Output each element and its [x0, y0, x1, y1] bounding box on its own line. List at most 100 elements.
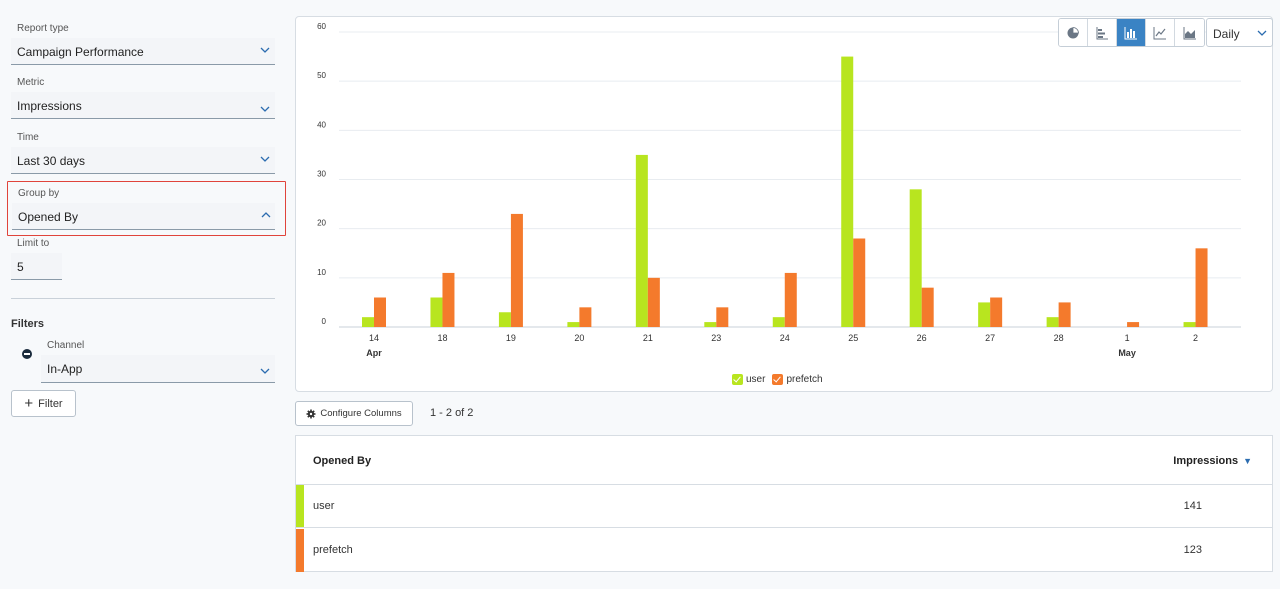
add-filter-button[interactable]: + Filter: [11, 390, 76, 417]
y-tick-label: 20: [317, 219, 326, 228]
checkbox-icon: [772, 374, 784, 385]
legend-item-prefetch[interactable]: prefetch: [772, 374, 823, 385]
channel-filter-field: Channel In-App: [41, 340, 275, 383]
bar-user: [567, 322, 580, 327]
period-value: Daily: [1213, 27, 1240, 41]
bar-user: [1046, 317, 1059, 327]
x-tick-label: 24: [780, 333, 790, 343]
channel-select[interactable]: In-App: [41, 355, 275, 383]
add-filter-label: Filter: [38, 397, 63, 410]
configure-columns-label: Configure Columns: [320, 408, 402, 419]
group-by-value: Opened By: [18, 210, 79, 224]
metric-value: Impressions: [17, 99, 82, 113]
bar-prefetch: [716, 307, 729, 327]
group-by-label: Group by: [18, 188, 60, 199]
x-tick-label: 20: [574, 333, 584, 343]
bar-user: [978, 302, 991, 327]
month-label: Apr: [366, 348, 382, 358]
bar-prefetch: [374, 297, 386, 327]
bar-user: [704, 322, 717, 327]
report-type-label: Report type: [17, 23, 69, 34]
row-value: 123: [1183, 544, 1202, 556]
group-by-select[interactable]: Opened By: [12, 203, 275, 230]
y-tick-label: 50: [317, 71, 326, 80]
report-type-select[interactable]: Campaign Performance: [11, 38, 275, 65]
report-type-value: Campaign Performance: [17, 45, 144, 59]
report-settings-panel: Report type Campaign Performance Metric …: [0, 0, 290, 589]
x-tick-label: 25: [848, 333, 858, 343]
chevron-up-icon: [261, 210, 271, 220]
column-header-impressions-label: Impressions: [1173, 455, 1239, 467]
report-type-field: Report type Campaign Performance: [11, 23, 275, 65]
bar-prefetch: [442, 272, 455, 327]
time-value: Last 30 days: [17, 154, 86, 168]
chevron-down-icon: [260, 104, 270, 114]
table-row[interactable]: user 141: [296, 485, 1272, 528]
time-field: Time Last 30 days: [11, 132, 275, 174]
bar-user: [362, 317, 374, 327]
chevron-down-icon: [260, 154, 270, 164]
period-select[interactable]: Daily: [1206, 18, 1273, 47]
metric-label: Metric: [17, 77, 45, 88]
limit-input[interactable]: 5: [11, 253, 62, 280]
y-tick-label: 60: [317, 22, 326, 31]
sort-desc-icon: ▼: [1243, 456, 1252, 466]
row-name: user: [313, 500, 335, 512]
remove-filter-icon[interactable]: [22, 349, 32, 359]
bar-prefetch: [990, 297, 1003, 327]
series-color-swatch: [296, 485, 304, 527]
pie-chart-icon[interactable]: [1059, 19, 1088, 46]
x-tick-label: 26: [917, 333, 927, 343]
results-table: Opened By Impressions ▼ user 141 prefetc…: [295, 435, 1273, 572]
channel-label: Channel: [47, 340, 85, 351]
bar-chart: 0 10 20 30 40 50 60 14 Apr 18 19 20 21 23 24 25 26 27 28 1 M…: [317, 22, 1241, 358]
area-chart-icon[interactable]: [1175, 19, 1204, 46]
x-tick-label: 14: [369, 333, 379, 343]
time-select[interactable]: Last 30 days: [11, 147, 275, 174]
bar-prefetch: [853, 238, 866, 327]
y-tick-label: 30: [317, 170, 326, 179]
chevron-down-icon: [260, 366, 270, 376]
bar-prefetch: [1127, 322, 1140, 327]
horizontal-bar-icon[interactable]: [1088, 19, 1117, 46]
bar-user: [498, 312, 511, 327]
limit-label: Limit to: [17, 238, 50, 249]
legend-label-user: user: [746, 374, 766, 385]
x-tick-label: 18: [437, 333, 447, 343]
metric-select[interactable]: Impressions: [11, 92, 275, 119]
bar-prefetch: [579, 307, 592, 327]
bar-user: [841, 56, 854, 327]
legend-label-prefetch: prefetch: [786, 374, 823, 385]
chart-card: 0 10 20 30 40 50 60 14 Apr 18 19 20 21 23 24 25 26 27 28 1 M…: [295, 16, 1273, 392]
chart-type-toolbar: [1058, 18, 1205, 47]
bar-prefetch: [921, 287, 934, 327]
chevron-down-icon: [1257, 28, 1267, 38]
divider: [11, 298, 275, 299]
y-tick-label: 0: [322, 317, 327, 326]
configure-columns-button[interactable]: Configure Columns: [295, 401, 413, 426]
x-tick-label: 1: [1125, 333, 1130, 343]
chevron-down-icon: [260, 45, 270, 55]
channel-value: In-App: [47, 362, 83, 376]
checkbox-icon: [732, 374, 743, 385]
bar-prefetch: [1195, 248, 1208, 327]
x-tick-label: 19: [506, 333, 516, 343]
column-header-impressions[interactable]: Impressions ▼: [1173, 455, 1252, 467]
table-header: Opened By Impressions ▼: [296, 436, 1272, 485]
bar-user: [909, 189, 922, 327]
x-tick-label: 21: [643, 333, 653, 343]
bar-chart-icon[interactable]: [1117, 19, 1146, 46]
legend-item-user[interactable]: user: [732, 374, 765, 385]
group-by-field: Group by Opened By: [7, 181, 286, 236]
bar-prefetch: [784, 272, 797, 327]
column-header-opened-by[interactable]: Opened By: [313, 455, 372, 467]
line-chart-icon[interactable]: [1146, 19, 1175, 46]
bar-user: [635, 154, 648, 327]
filters-title: Filters: [11, 318, 45, 330]
bar-prefetch: [647, 277, 660, 327]
row-name: prefetch: [313, 544, 353, 556]
bar-prefetch: [1058, 302, 1071, 327]
table-row[interactable]: prefetch 123: [296, 529, 1272, 572]
y-tick-label: 40: [317, 120, 326, 129]
bar-user: [1183, 322, 1196, 327]
